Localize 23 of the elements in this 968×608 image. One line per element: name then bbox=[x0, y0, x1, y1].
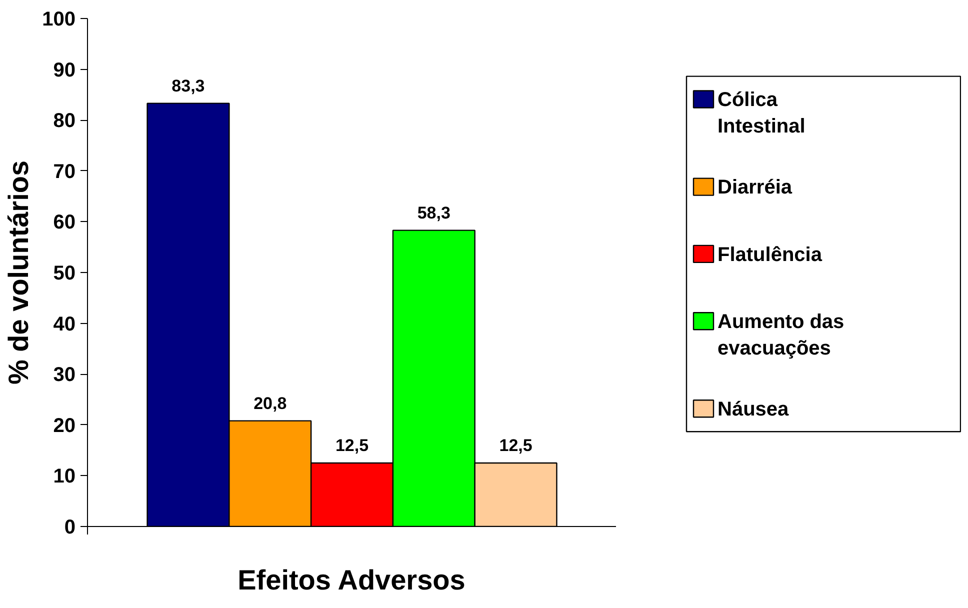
legend-label: Diarréia bbox=[718, 176, 793, 199]
legend-label: Aumento das evacuações bbox=[718, 310, 844, 360]
y-tick-label: 0 bbox=[64, 516, 76, 538]
y-tick-label: 40 bbox=[53, 313, 76, 336]
y-tick-label: 10 bbox=[53, 466, 76, 488]
data-label: 20,8 bbox=[254, 394, 287, 413]
legend-label: Náusea bbox=[718, 398, 790, 420]
y-tick-label: 30 bbox=[53, 364, 76, 386]
x-axis-title: Efeitos Adversos bbox=[238, 564, 466, 596]
y-tick-label: 70 bbox=[53, 160, 76, 183]
data-label: 12,5 bbox=[499, 436, 532, 455]
data-label: 58,3 bbox=[417, 203, 450, 222]
y-tick-label: 100 bbox=[42, 8, 76, 30]
y-tick-label: 20 bbox=[53, 414, 76, 437]
y-axis-title: % de voluntários bbox=[3, 160, 34, 385]
y-tick-label: 60 bbox=[53, 212, 76, 234]
legend-label: Flatulência bbox=[718, 244, 823, 266]
y-tick-label: 80 bbox=[53, 110, 76, 132]
y-tick-label: 90 bbox=[53, 59, 76, 82]
data-label: 83,3 bbox=[172, 76, 205, 96]
legend-label: Cólica Intestinal bbox=[718, 89, 806, 138]
data-label: 12,5 bbox=[335, 436, 369, 455]
y-tick-label: 50 bbox=[53, 262, 76, 284]
